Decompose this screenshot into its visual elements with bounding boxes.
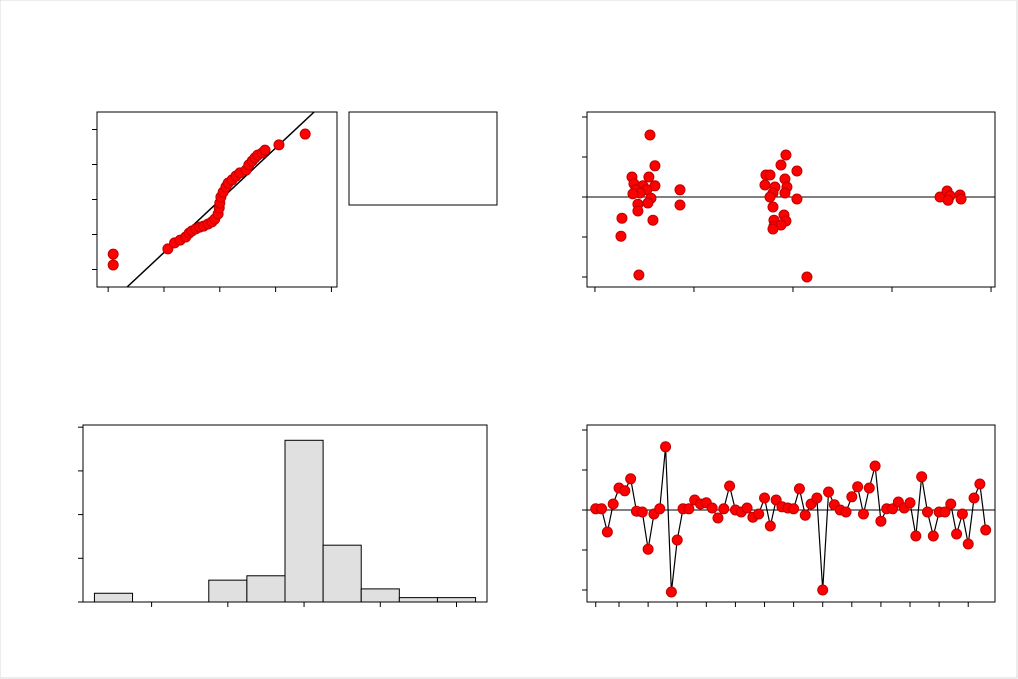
point: [764, 169, 776, 181]
point: [767, 201, 779, 213]
point: [942, 194, 954, 206]
point: [767, 223, 779, 235]
point: [273, 139, 285, 151]
point: [632, 205, 644, 217]
point: [627, 188, 639, 200]
point: [779, 187, 791, 199]
point: [107, 259, 119, 271]
point: [759, 492, 771, 504]
point: [764, 520, 776, 532]
point: [753, 508, 765, 520]
point: [788, 503, 800, 515]
point: [823, 486, 835, 498]
point: [791, 193, 803, 205]
point: [875, 515, 887, 527]
point: [654, 503, 666, 515]
point: [974, 478, 986, 490]
point: [619, 485, 631, 497]
point: [793, 483, 805, 495]
point: [852, 481, 864, 493]
point: [801, 271, 813, 283]
point: [718, 503, 730, 515]
point: [615, 230, 627, 242]
point: [299, 128, 311, 140]
point: [904, 497, 916, 509]
point: [674, 199, 686, 211]
point: [817, 584, 829, 596]
point: [642, 543, 654, 555]
point: [607, 498, 619, 510]
bar: [436, 597, 477, 603]
point: [956, 508, 968, 520]
point: [706, 502, 718, 514]
point: [674, 184, 686, 196]
bar: [322, 544, 362, 603]
bar: [284, 439, 324, 603]
legend-box: [348, 111, 498, 206]
point: [811, 492, 823, 504]
point: [921, 506, 933, 518]
point: [863, 482, 875, 494]
bar: [93, 592, 134, 603]
point: [671, 534, 683, 546]
point: [916, 471, 928, 483]
point: [980, 524, 992, 536]
bar: [398, 597, 438, 603]
point: [764, 191, 776, 203]
point: [649, 160, 661, 172]
point: [642, 197, 654, 209]
point: [741, 502, 753, 514]
point: [724, 480, 736, 492]
point: [951, 528, 963, 540]
point: [945, 498, 957, 510]
point: [665, 586, 677, 598]
point: [633, 269, 645, 281]
point: [910, 530, 922, 542]
point: [799, 509, 811, 521]
point: [596, 503, 608, 515]
point: [927, 530, 939, 542]
point: [968, 492, 980, 504]
bar: [208, 579, 248, 603]
point: [683, 503, 695, 515]
point: [625, 473, 637, 485]
point: [259, 144, 271, 156]
point: [955, 193, 967, 205]
point: [840, 506, 852, 518]
point: [647, 214, 659, 226]
point: [616, 212, 628, 224]
point: [780, 149, 792, 161]
point: [636, 506, 648, 518]
point: [660, 441, 672, 453]
point: [857, 508, 869, 520]
bar: [360, 588, 400, 603]
point: [869, 460, 881, 472]
point: [712, 512, 724, 524]
bar: [246, 575, 286, 603]
point: [775, 159, 787, 171]
point: [601, 526, 613, 538]
point: [759, 179, 771, 191]
point: [791, 165, 803, 177]
point: [962, 538, 974, 550]
point: [846, 491, 858, 503]
point: [644, 129, 656, 141]
point: [107, 248, 119, 260]
point: [939, 506, 951, 518]
point: [643, 171, 655, 183]
